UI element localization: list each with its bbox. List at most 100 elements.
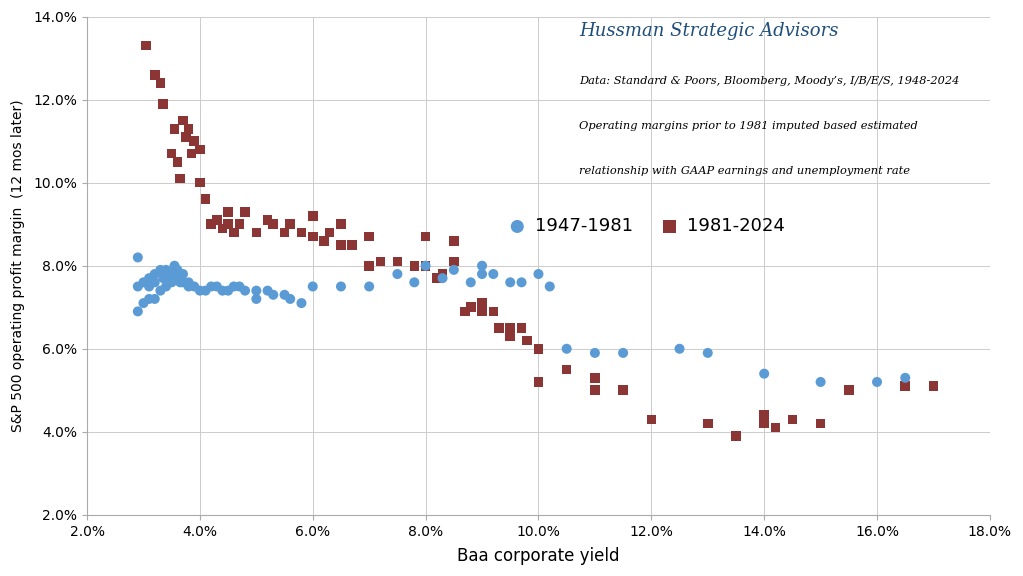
1981-2024 <box>180 124 196 133</box>
1981-2024 <box>282 219 299 229</box>
1947-1981 <box>186 282 203 291</box>
1981-2024 <box>474 298 490 308</box>
1981-2024 <box>191 178 208 187</box>
1981-2024 <box>220 219 236 229</box>
1981-2024 <box>767 423 784 432</box>
1947-1981 <box>220 286 236 295</box>
1981-2024 <box>260 215 276 225</box>
1981-2024 <box>237 207 254 217</box>
1947-1981 <box>146 278 163 287</box>
1981-2024 <box>785 415 801 424</box>
1981-2024 <box>138 41 154 50</box>
1947-1981 <box>231 282 248 291</box>
1947-1981 <box>700 348 716 358</box>
1981-2024 <box>530 377 546 386</box>
1981-2024 <box>446 257 462 266</box>
1947-1981 <box>406 278 422 287</box>
1981-2024 <box>146 70 163 79</box>
1947-1981 <box>164 278 180 287</box>
1947-1981 <box>671 344 687 353</box>
1981-2024 <box>925 381 941 391</box>
1947-1981 <box>446 266 462 275</box>
1947-1981 <box>615 348 631 358</box>
1947-1981 <box>305 282 321 291</box>
1947-1981 <box>158 266 174 275</box>
1981-2024 <box>587 373 604 382</box>
1947-1981 <box>158 282 174 291</box>
1947-1981 <box>169 274 185 283</box>
1947-1981 <box>869 377 885 386</box>
1981-2024 <box>169 157 185 166</box>
1981-2024 <box>197 195 214 204</box>
Text: relationship with GAAP earnings and unemployment rate: relationship with GAAP earnings and unem… <box>579 166 910 176</box>
1981-2024 <box>643 415 660 424</box>
1981-2024 <box>344 240 360 249</box>
1947-1981 <box>141 274 158 283</box>
1981-2024 <box>152 78 169 88</box>
Text: Operating margins prior to 1981 imputed based estimated: Operating margins prior to 1981 imputed … <box>579 121 918 131</box>
1981-2024 <box>332 240 349 249</box>
1981-2024 <box>519 336 535 345</box>
Legend: 1947-1981, 1981-2024: 1947-1981, 1981-2024 <box>501 210 793 242</box>
1947-1981 <box>530 270 546 279</box>
1947-1981 <box>141 294 158 304</box>
1947-1981 <box>214 286 230 295</box>
1947-1981 <box>191 286 208 295</box>
1947-1981 <box>167 261 183 270</box>
1981-2024 <box>502 332 519 341</box>
1947-1981 <box>332 282 349 291</box>
1981-2024 <box>191 145 208 154</box>
1981-2024 <box>559 365 575 374</box>
1981-2024 <box>417 261 434 270</box>
1981-2024 <box>178 132 194 142</box>
1981-2024 <box>361 261 377 270</box>
1981-2024 <box>183 149 199 158</box>
1981-2024 <box>462 302 479 312</box>
1947-1981 <box>135 298 151 308</box>
1981-2024 <box>435 270 451 279</box>
1947-1981 <box>130 282 146 291</box>
1981-2024 <box>587 386 604 395</box>
1981-2024 <box>231 219 248 229</box>
1947-1981 <box>197 286 214 295</box>
1981-2024 <box>841 386 857 395</box>
1981-2024 <box>294 228 310 237</box>
1947-1981 <box>203 282 219 291</box>
1947-1981 <box>474 261 490 270</box>
1947-1981 <box>175 270 191 279</box>
1981-2024 <box>446 236 462 245</box>
1947-1981 <box>260 286 276 295</box>
X-axis label: Baa corporate yield: Baa corporate yield <box>457 547 620 565</box>
1981-2024 <box>155 99 172 108</box>
1947-1981 <box>209 282 225 291</box>
1981-2024 <box>700 419 716 428</box>
1981-2024 <box>406 261 422 270</box>
1947-1981 <box>282 294 299 304</box>
1981-2024 <box>615 386 631 395</box>
1947-1981 <box>502 278 519 287</box>
1981-2024 <box>305 211 321 221</box>
1947-1981 <box>152 286 169 295</box>
1947-1981 <box>897 373 914 382</box>
1947-1981 <box>146 294 163 304</box>
1981-2024 <box>389 257 405 266</box>
1947-1981 <box>152 266 169 275</box>
1947-1981 <box>485 270 501 279</box>
1981-2024 <box>316 236 332 245</box>
1981-2024 <box>361 232 377 241</box>
1947-1981 <box>812 377 829 386</box>
1947-1981 <box>164 270 180 279</box>
1947-1981 <box>146 270 163 279</box>
1981-2024 <box>457 307 474 316</box>
1947-1981 <box>164 274 180 283</box>
1947-1981 <box>276 290 293 300</box>
1981-2024 <box>530 344 546 353</box>
1947-1981 <box>237 286 254 295</box>
1947-1981 <box>541 282 558 291</box>
1981-2024 <box>897 381 914 391</box>
1981-2024 <box>332 219 349 229</box>
Y-axis label: S&P 500 operating profit margin  (12 mos later): S&P 500 operating profit margin (12 mos … <box>11 100 26 432</box>
1947-1981 <box>130 253 146 262</box>
1947-1981 <box>135 278 151 287</box>
1947-1981 <box>435 274 451 283</box>
